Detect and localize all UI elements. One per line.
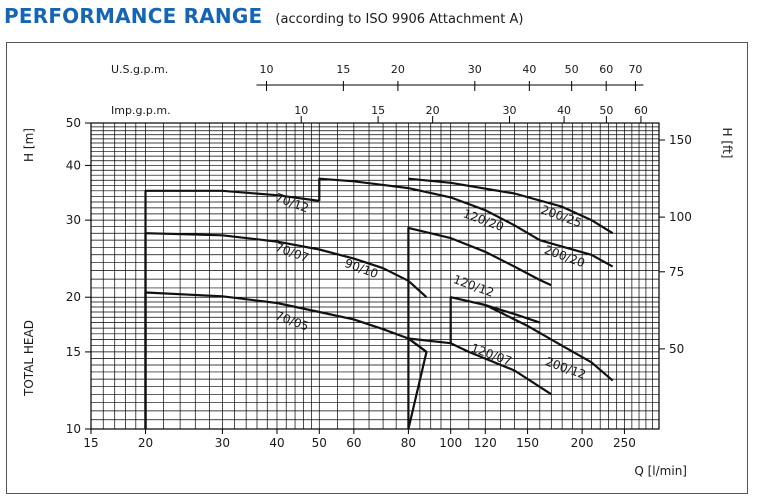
y-tick-label: 30	[66, 213, 81, 227]
us-gpm-tick-label: 10	[259, 63, 273, 76]
y-axis-label: H [m]	[22, 128, 36, 162]
x-tick-label: 200	[571, 436, 594, 450]
title-row: PERFORMANCE RANGE (according to ISO 9906…	[4, 4, 523, 28]
imp-gpm-tick-label: 60	[634, 104, 648, 117]
y-tick-label: 10	[66, 422, 81, 436]
y-tick-label: 20	[66, 290, 81, 304]
imp-gpm-tick-label: 30	[503, 104, 517, 117]
plot-border	[90, 122, 660, 430]
chart-frame: 15 20 30 40 50 60 80 100 120 150 200 250 10 15 20 30 40 5…	[6, 42, 748, 494]
curve-200-25	[408, 177, 614, 235]
imp-gpm-tick-label: 10	[294, 104, 308, 117]
series-label-120-12: 120/12	[451, 272, 495, 300]
imp-gpm-tick-label: 50	[599, 104, 613, 117]
imp-gpm-tick-label: 40	[557, 104, 571, 117]
x-tick-label: 15	[83, 436, 98, 450]
y-axis-label-right: H [ft]	[720, 128, 734, 159]
x-tick-label: 150	[516, 436, 539, 450]
imp-gpm-tick-label: 20	[426, 104, 440, 117]
us-gpm-tick-label: 40	[522, 63, 536, 76]
us-gpm-tick-label: 60	[599, 63, 613, 76]
us-gpm-tick-label: 50	[565, 63, 579, 76]
x-tick-label: 250	[613, 436, 636, 450]
x-tick-label: 30	[215, 436, 230, 450]
curve-70-05	[144, 291, 428, 429]
x-tick-label: 100	[439, 436, 462, 450]
series-label-70-12: 70/12	[273, 190, 310, 215]
y-tick-label: 15	[66, 345, 81, 359]
x-axis-label: Q [l/min]	[634, 464, 687, 478]
y-tick-label: 40	[66, 158, 81, 172]
y-axis-label-vertical: TOTAL HEAD	[22, 320, 36, 397]
curve-70-07	[144, 232, 428, 429]
right-tick-label: 100	[669, 210, 692, 224]
page-subtitle: (according to ISO 9906 Attachment A)	[275, 12, 524, 27]
x-tick-label: 50	[312, 436, 327, 450]
curve-200-12	[484, 304, 614, 382]
us-gpm-label: U.S.g.p.m.	[111, 63, 168, 76]
x-tick-label: 20	[138, 436, 153, 450]
series-label-120-07: 120/07	[469, 341, 513, 369]
y-tick-label: 50	[66, 116, 81, 130]
us-gpm-tick-label: 30	[468, 63, 482, 76]
performance-chart: 15 20 30 40 50 60 80 100 120 150 200 25010152030405…	[22, 63, 734, 478]
us-gpm-tick-label: 70	[628, 63, 642, 76]
right-tick-label: 150	[669, 133, 692, 147]
curve-70-12	[144, 189, 320, 429]
x-tick-label: 40	[269, 436, 284, 450]
x-tick-label: 120	[474, 436, 497, 450]
curve-200-20	[539, 239, 614, 268]
x-tick-label: 80	[401, 436, 416, 450]
curve-120-20	[318, 177, 541, 242]
imp-gpm-label: Imp.g.p.m.	[111, 104, 171, 117]
curve-120-12	[407, 226, 552, 429]
x-tick-label: 60	[346, 436, 361, 450]
page-title: PERFORMANCE RANGE	[4, 4, 263, 28]
us-gpm-tick-label: 20	[391, 63, 405, 76]
right-tick-label: 75	[669, 265, 684, 279]
curve-120-07	[449, 296, 541, 344]
right-tick-label: 50	[669, 342, 684, 356]
us-gpm-tick-label: 15	[336, 63, 350, 76]
imp-gpm-tick-label: 15	[371, 104, 385, 117]
series-label-90-10: 90/10	[343, 256, 380, 281]
